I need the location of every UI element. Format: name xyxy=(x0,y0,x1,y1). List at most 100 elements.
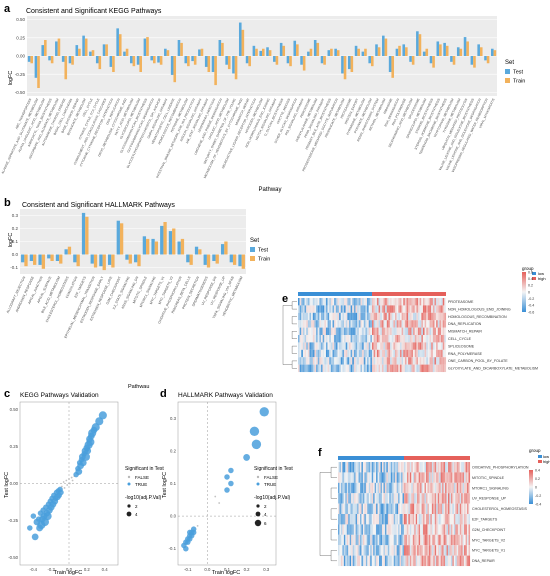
kegg-heatmap-cell xyxy=(396,327,399,336)
hallmark-heatmap-cell xyxy=(428,472,431,483)
kegg-heatmap-cell xyxy=(329,320,331,328)
kegg-heatmap-cell xyxy=(439,349,442,358)
kegg-heatmap-cell xyxy=(330,320,333,328)
hallmark-heatmap-cell xyxy=(367,472,369,483)
hallmark-heatmap-cell xyxy=(439,462,441,473)
hallmark-heatmap-cell xyxy=(374,524,377,535)
kegg-heatmap-cell xyxy=(347,305,350,313)
kegg-heatmap-cell xyxy=(312,327,315,336)
hallmark-heatmap-cell xyxy=(395,555,397,567)
kegg-bar-train xyxy=(466,41,469,56)
kegg-heatmap-cell xyxy=(360,349,363,358)
kegg-heatmap-cell xyxy=(344,364,346,373)
kegg-heatmap-cell xyxy=(304,320,307,328)
kegg-heatmap-cell xyxy=(390,364,392,373)
hallmark-heatmap-cell xyxy=(395,462,397,473)
kegg-heatmap-cell xyxy=(357,298,359,306)
kegg-bar-test xyxy=(143,38,147,56)
kegg-heatmap-cell xyxy=(431,364,433,373)
hallmark-heatmap-cell xyxy=(402,462,405,473)
kegg-heatmap-cell xyxy=(342,349,345,358)
hallmark-heatmap-cell xyxy=(371,482,374,494)
kegg-heatmap-cell xyxy=(298,335,300,343)
kegg-scatter-point xyxy=(81,452,90,461)
kegg-heatmap-cell xyxy=(441,327,443,336)
kegg-heatmap-cell xyxy=(317,305,320,313)
hallmark-heatmap-cell xyxy=(382,545,384,556)
hallmark-heatmap-cell xyxy=(346,534,349,546)
kegg-heatmap-cell xyxy=(339,342,341,350)
kegg-heatmap-cell xyxy=(368,327,371,336)
hallmark-heatmap-cell xyxy=(404,462,406,473)
hallmark-heatmap-cell xyxy=(453,524,456,535)
kegg-heatmap-cell xyxy=(348,320,351,328)
hallmark-heatmap-cell xyxy=(405,524,407,535)
kegg-heatmap-cell xyxy=(411,342,414,350)
kegg-heatmap-cell xyxy=(340,298,343,306)
hallmark-heatmap-cell xyxy=(399,462,402,473)
kegg-heatmap-cell xyxy=(355,312,358,321)
kegg-heatmap-cell xyxy=(441,320,443,328)
kegg-heatmap-cell xyxy=(434,327,437,336)
kegg-heatmap-cell xyxy=(385,320,387,328)
kegg-heatmap-cell xyxy=(390,357,392,365)
kegg-heatmap-cell xyxy=(330,349,333,358)
kegg-heatmap-cell xyxy=(421,342,424,350)
kegg-legend-train-label: Train xyxy=(513,79,525,85)
hallmark-heatmap-cell xyxy=(351,462,353,473)
hallmark-heatmap-cell xyxy=(409,472,412,483)
kegg-heatmap-cell xyxy=(302,298,305,306)
kegg-heatmap-cell xyxy=(337,305,340,313)
kegg-heatmap-cell xyxy=(427,327,430,336)
hallmark-heatmap-cell xyxy=(395,534,397,546)
kegg-heatmap-cell xyxy=(395,305,397,313)
hallmark-heatmap-cell xyxy=(362,482,365,494)
kegg-heatmap-cell xyxy=(325,298,328,306)
hallmark-heatmap-cell xyxy=(443,514,446,525)
kegg-bar-test xyxy=(109,56,113,67)
kegg-heatmap-cell xyxy=(409,335,412,343)
kegg-heatmap-cell xyxy=(321,327,323,336)
kegg-scatter-point xyxy=(71,479,74,482)
hallmark-heatmap-cell xyxy=(439,514,441,525)
hallmark-heatmap-cell xyxy=(448,482,450,494)
hallmark-heatmap-cell xyxy=(420,472,422,483)
hallmark-heatmap-cell xyxy=(377,555,380,567)
kegg-bar-test xyxy=(477,44,480,56)
hallmark-heatmap-cell xyxy=(459,514,462,525)
kegg-heatmap-cell xyxy=(352,357,354,365)
hallmark-heatmap-cell xyxy=(424,545,427,556)
kegg-bar-train xyxy=(411,56,415,65)
hallmark-heatmap-cell xyxy=(426,545,428,556)
hallmark-heatmap-cell xyxy=(348,555,350,567)
kegg-bar-train xyxy=(323,56,326,65)
hallmark-scatter-y-tick-label: 0.1 xyxy=(170,481,177,486)
hallmark-heatmap-cell xyxy=(464,472,466,483)
kegg-heatmap-cell xyxy=(422,357,425,365)
kegg-heatmap-cell xyxy=(321,342,323,350)
hallmark-heatmap-cell xyxy=(462,482,465,494)
hallmark-heatmap-cell xyxy=(421,472,424,483)
hallmark-heatmap-cell xyxy=(459,555,462,567)
kegg-heatmap-cell xyxy=(390,335,392,343)
kegg-heatmap-cell xyxy=(355,349,358,358)
hallmark-heatmap-cell xyxy=(404,503,406,515)
hallmark-heatmap-cell xyxy=(430,472,432,483)
kegg-heatmap-cell xyxy=(358,312,361,321)
hallmark-heatmap-cell xyxy=(361,545,363,556)
hallmark-heatmap-cell xyxy=(379,555,381,567)
kegg-bar-train xyxy=(275,56,279,65)
kegg-heatmap-cell xyxy=(319,364,322,373)
kegg-heatmap-cell xyxy=(309,305,312,313)
kegg-heatmap-cell xyxy=(368,298,371,306)
kegg-heatmap-cell xyxy=(322,364,325,373)
hallmark-heatmap-cell xyxy=(417,482,419,494)
hallmark-heatmap-cell xyxy=(401,462,403,473)
hallmark-size-legend-title: -log10(adj.P.Val) xyxy=(254,495,291,501)
hallmark-heatmap-cell xyxy=(396,493,399,504)
kegg-heatmap-cell xyxy=(363,357,366,365)
hallmark-heatmap-cell xyxy=(387,462,390,473)
kegg-heatmap-cell xyxy=(390,349,392,358)
hallmark-heatmap-cell xyxy=(357,534,359,546)
hallmark-sig-legend-false-label: FALSE xyxy=(264,475,278,480)
